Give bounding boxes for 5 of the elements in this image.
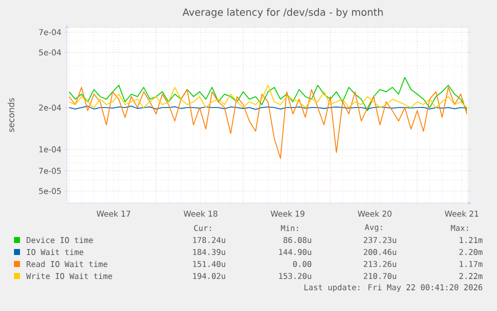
line-series	[68, 76, 468, 112]
line-series	[68, 84, 468, 108]
chart-title: Average latency for /dev/sda - by month	[182, 8, 383, 18]
line-series	[68, 86, 468, 159]
y-axis-title: seconds	[8, 98, 14, 132]
